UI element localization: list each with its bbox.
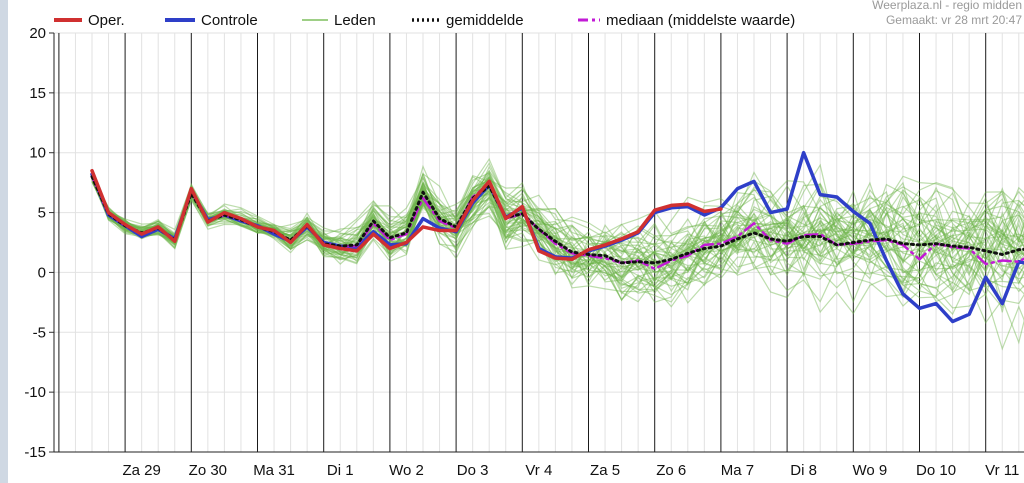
ensemble-member-line: [91, 172, 1024, 345]
x-tick-label: Zo 6: [656, 462, 686, 479]
x-tick-label: Wo 2: [389, 462, 424, 479]
ensemble-member-line: [91, 161, 1024, 294]
source-label: Weerplaza.nl - regio midden: [872, 0, 1022, 12]
legend-label: Controle: [201, 12, 258, 29]
ensemble-member-line: [91, 177, 1024, 315]
ensemble-member-line: [91, 175, 1024, 302]
legend-label: Oper.: [88, 12, 125, 29]
ensemble-member-line: [91, 181, 1024, 293]
series-line-oper: [90, 168, 723, 262]
ensemble-member-line: [91, 176, 1024, 316]
ensemble-member-line: [91, 176, 1024, 351]
ensemble-member-line: [91, 173, 1024, 303]
x-tick-label: Zo 30: [189, 462, 227, 479]
left-edge-bar: [0, 0, 8, 483]
ensemble-member-line: [91, 175, 1024, 293]
ensemble-member-line: [91, 179, 1024, 291]
y-tick-label: -10: [24, 384, 46, 401]
y-tick-label: 15: [29, 85, 46, 102]
x-tick-label: Za 29: [122, 462, 160, 479]
y-tick-label: 20: [29, 25, 46, 42]
legend-label: mediaan (middelste waarde): [606, 12, 795, 29]
x-tick-label: Do 10: [916, 462, 956, 479]
y-tick-label: 5: [38, 205, 46, 222]
x-tick-label: Di 8: [790, 462, 817, 479]
x-tick-label: Ma 31: [253, 462, 295, 479]
x-tick-label: Wo 9: [852, 462, 887, 479]
x-tick-label: Di 1: [327, 462, 354, 479]
y-tick-label: -5: [33, 324, 46, 341]
y-tick-label: 10: [29, 145, 46, 162]
legend-label: gemiddelde: [446, 12, 524, 29]
x-tick-label: Vr 11: [985, 462, 1019, 479]
ensemble-member-line: [91, 180, 1024, 285]
legend-label: Leden: [334, 12, 376, 29]
x-tick-label: Ma 7: [721, 462, 754, 479]
ensemble-member-line: [91, 176, 1024, 269]
x-tick-label: Za 5: [590, 462, 620, 479]
x-tick-label: Vr 4: [525, 462, 552, 479]
y-tick-label: -15: [24, 444, 46, 461]
made-timestamp: Gemaakt: vr 28 mrt 20:47: [886, 13, 1022, 27]
ensemble-member-line: [91, 176, 1024, 301]
x-tick-label: Do 3: [457, 462, 489, 479]
ensemble-member-line: [91, 172, 1024, 274]
ensemble-member-line: [91, 179, 1024, 309]
y-tick-label: 0: [38, 264, 46, 281]
